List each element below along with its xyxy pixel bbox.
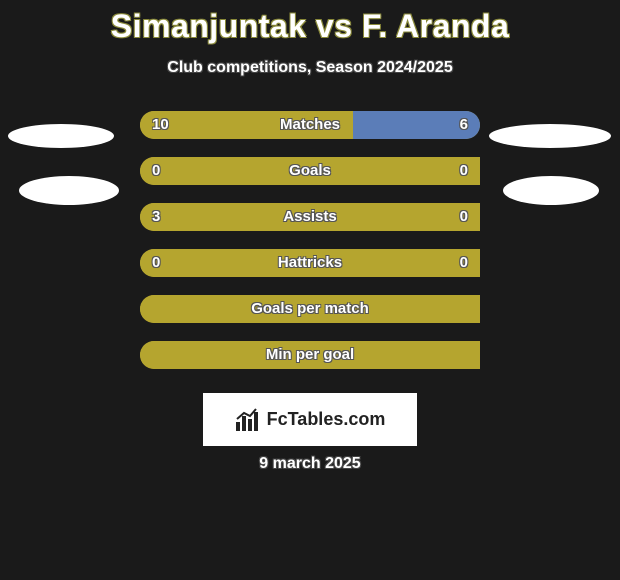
stats-list: 106Matches 00Goals 30Assists 00Hattricks Goa… <box>0 111 620 369</box>
stat-label: Goals per match <box>140 295 480 323</box>
stat-row: Min per goal <box>0 341 620 369</box>
stat-row: 00Hattricks <box>0 249 620 277</box>
bar-chart-icon <box>235 408 261 432</box>
comparison-card: Simanjuntak vs F. Aranda Club competitio… <box>0 0 620 580</box>
decorative-ellipse <box>19 176 119 205</box>
decorative-ellipse <box>503 176 599 205</box>
stat-bar: 00Goals <box>140 157 480 185</box>
page-title: Simanjuntak vs F. Aranda <box>0 0 620 45</box>
stat-label: Assists <box>140 203 480 231</box>
stat-row: Goals per match <box>0 295 620 323</box>
logo-text: FcTables.com <box>267 409 386 430</box>
stat-bar: 00Hattricks <box>140 249 480 277</box>
date: 9 march 2025 <box>0 455 620 473</box>
stat-row: 30Assists <box>0 203 620 231</box>
stat-bar: 30Assists <box>140 203 480 231</box>
stat-label: Min per goal <box>140 341 480 369</box>
decorative-ellipse <box>489 124 611 148</box>
stat-label: Matches <box>140 111 480 139</box>
subtitle: Club competitions, Season 2024/2025 <box>0 59 620 77</box>
stat-bar: Min per goal <box>140 341 480 369</box>
decorative-ellipse <box>8 124 114 148</box>
logo-box: FcTables.com <box>203 393 417 446</box>
stat-label: Hattricks <box>140 249 480 277</box>
stat-label: Goals <box>140 157 480 185</box>
stat-bar: 106Matches <box>140 111 480 139</box>
stat-bar: Goals per match <box>140 295 480 323</box>
